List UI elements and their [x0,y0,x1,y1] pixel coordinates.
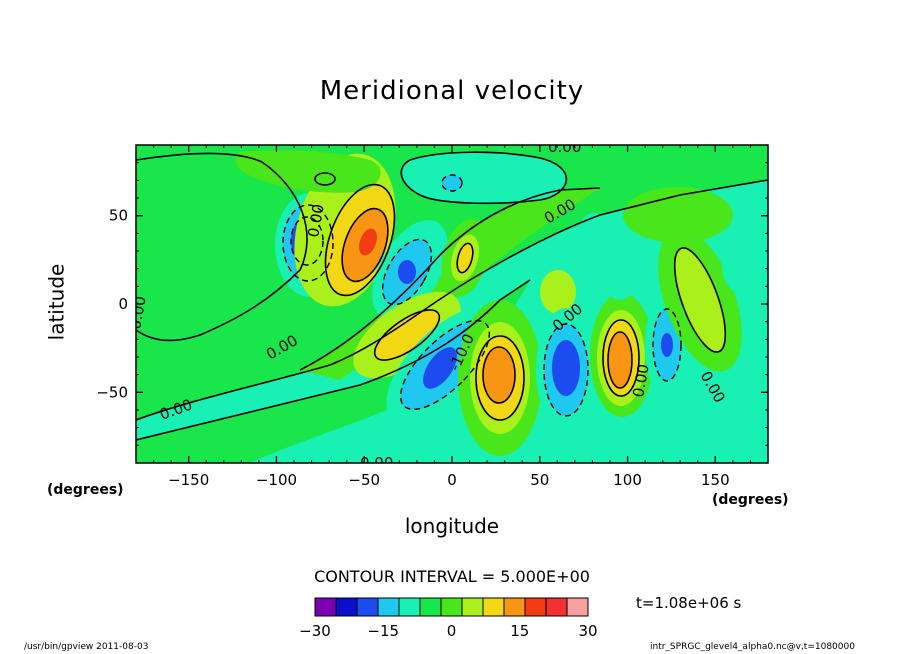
contour-region-pos-center [359,228,377,256]
colorbar-swatch [545,597,568,617]
colorbar-swatch [440,597,463,617]
x-units-left: (degrees) [47,482,124,498]
contour-region-neg-8 [602,250,638,300]
x-tick-label: 100 [613,471,642,489]
y-axis-title: latitude [44,263,69,341]
colorbar-tick-label: 0 [447,622,457,640]
colorbar-swatch [524,597,547,617]
contour-region-neg-6-core [661,333,673,357]
contour-line-neg-2 [381,238,433,306]
contour-line-pos-7 [673,247,727,353]
colorbar-swatch [482,597,505,617]
contour-label: 0.00 [629,363,653,399]
colorbar-swatch [356,597,379,617]
contour-line-pos-1 [324,183,396,297]
contour-line-zero-south [136,179,768,421]
contour-region-pos-5-small [540,270,576,314]
x-axis-title: longitude [404,514,500,538]
contour-label: 0.00 [360,454,393,472]
plot-area: 0.00 0.00 0.00 0.00 0.00 0.00 0.00 0.00 … [136,138,768,472]
x-tick-label: −100 [256,471,297,489]
colorbar-swatch [314,597,337,617]
contour-region-neg-2-core [398,260,416,284]
contour-line-pos-4b [482,346,516,404]
colorbar-tick-label: 15 [510,622,529,640]
colorbar-tick-label: −15 [367,622,399,640]
contour-line-pos-6b [607,331,633,389]
contour-line-neg-3 [399,319,491,411]
colorbar-swatch [566,597,589,617]
colorbar-swatch [398,597,421,617]
contour-line-zero-north [400,151,568,205]
colorbar-swatch [419,597,442,617]
contour-region-pos-north [235,150,381,193]
contour-line-pos-6 [602,319,640,397]
y-tick-label: −50 [96,383,128,401]
contour-interval-text: CONTOUR INTERVAL = 5.000E+00 [314,567,590,586]
contour-region-neg-3-core [423,347,457,389]
x-axis: −150 −100 −50 0 50 100 150 [153,145,751,489]
contour-line-zero-south-2 [136,279,531,441]
contour-region-neg-5-core [552,340,580,396]
contour-line-neg-1 [282,204,334,282]
x-tick-label: 0 [447,471,457,489]
y-tick-label: 0 [118,295,128,313]
colorbar-tick-label: −30 [299,622,331,640]
colorbar-tick-label: 30 [578,622,597,640]
colorbar: −30 −15 0 15 30 [299,597,598,640]
contour-line-pos-4 [475,335,525,421]
contour-line-pos-small [314,172,336,186]
contour-region-neg-7 [722,237,758,293]
x-tick-label: −150 [168,471,209,489]
contour-label: 0.00 [304,203,328,239]
y-axis: 50 0 −50 [96,162,768,446]
x-units-right: (degrees) [712,492,789,508]
contour-line-pos-1b [341,207,389,283]
colorbar-swatch [461,597,484,617]
contour-region-neg-north [401,152,567,204]
x-tick-label: 150 [701,471,730,489]
colorbar-swatch [377,597,400,617]
contour-region-pos-4-core [483,347,515,403]
contour-line-pos-2 [456,242,474,274]
contour-line-zero-west [136,152,308,342]
field-zero-region-south [136,280,530,463]
field-positive-region-west [136,152,308,341]
contour-line-neg-6 [652,308,682,382]
time-label: t=1.08e+06 s [636,594,742,612]
contour-line-pos-3 [373,309,441,361]
colorbar-swatch [503,597,526,617]
colorbar-swatch [335,597,358,617]
footer-left: /usr/bin/gpview 2011-08-03 [24,642,149,652]
chart-title: Meridional velocity [319,76,585,106]
contour-line-zero-ribbon [299,187,601,371]
contour-region-neg-north-core [442,175,462,191]
contour-region-pos-7-core [674,247,726,353]
contour-label: 0.00 [548,138,581,156]
contour-line-neg-5 [543,323,589,417]
contour-region-pos-3-core [374,309,440,361]
x-tick-label: −50 [348,471,380,489]
contour-region-pos-6-core [608,332,632,388]
contour-line-neg-1b [290,216,324,266]
contour-region-pos-8 [623,187,733,243]
y-tick-label: 50 [109,207,128,225]
contour-line-neg-north [441,174,463,192]
x-tick-label: 50 [530,471,549,489]
footer-right: intr_SPRGC_glevel4_alpha0.nc@v,t=1080000 [650,642,855,652]
